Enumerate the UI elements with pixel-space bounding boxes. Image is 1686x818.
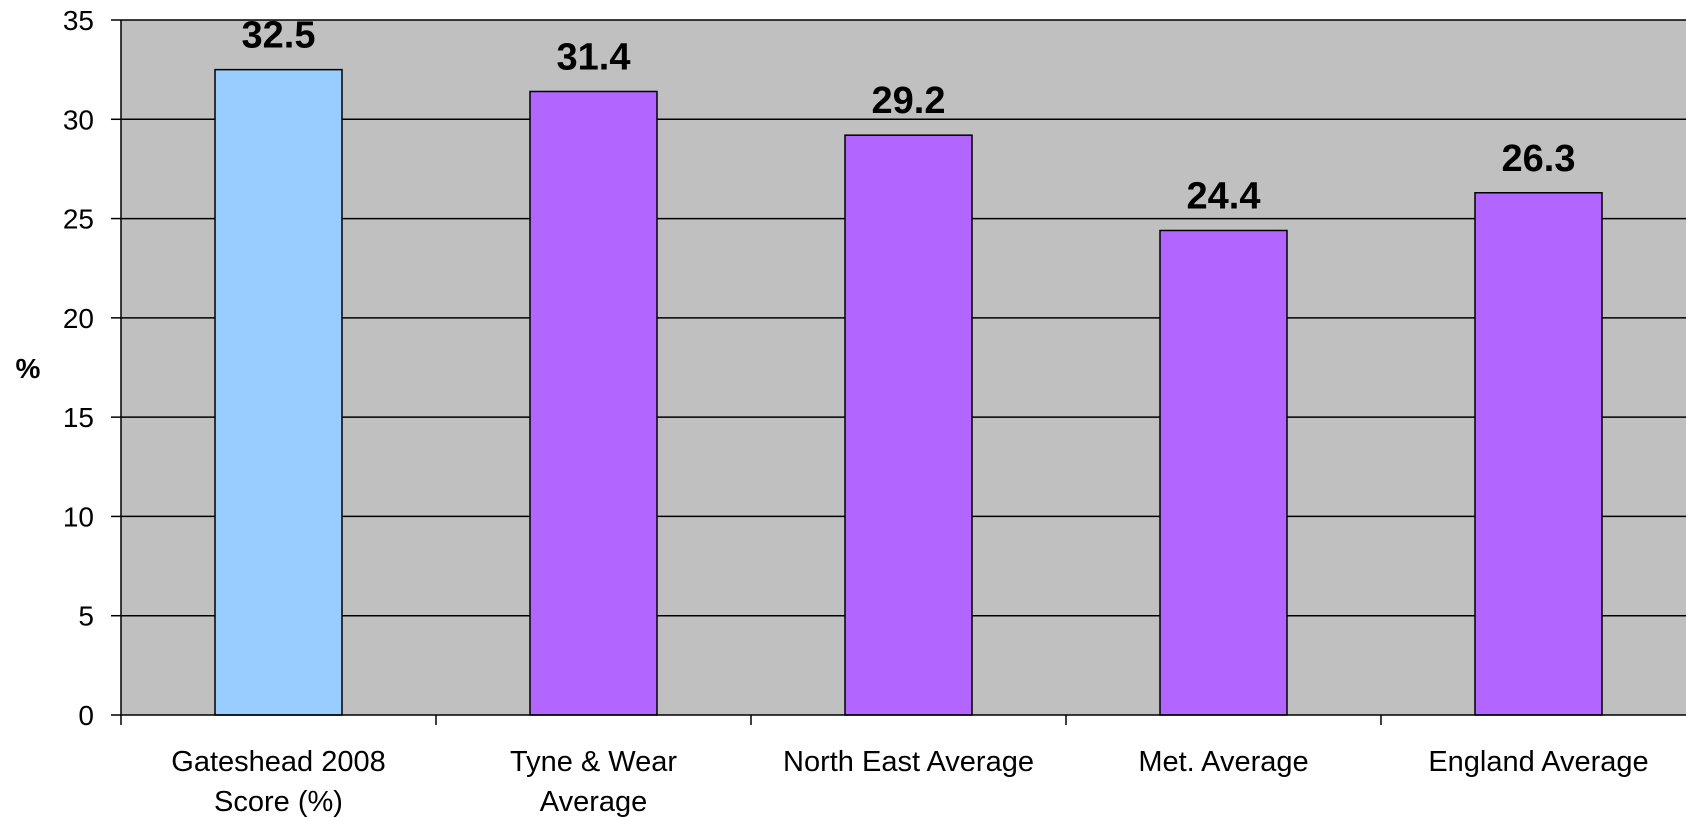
bar (844, 134, 973, 716)
axes (111, 19, 1686, 725)
x-category-label: North East Average (783, 746, 1034, 778)
y-tick-label: 15 (63, 402, 94, 433)
y-tick-label: 5 (78, 601, 94, 632)
x-category-labels: Gateshead 2008 Score (%) Tyne & Wear Averag… (171, 746, 1648, 818)
x-category-label: England Average (1428, 746, 1648, 778)
y-tick-label: 30 (63, 104, 94, 135)
data-label: 26.3 (1502, 138, 1576, 180)
bar (214, 68, 343, 716)
x-category-label: Gateshead 2008 Score (%) (171, 746, 385, 818)
data-label: 29.2 (872, 80, 946, 122)
x-category-label: Tyne & Wear Average (510, 746, 677, 818)
data-label: 31.4 (557, 36, 631, 78)
data-labels: 32.5 31.4 29.2 24.4 26.3 (242, 15, 1576, 218)
y-tick-labels: 0 5 10 15 20 25 30 35 (63, 5, 94, 731)
y-tick-label: 10 (63, 501, 94, 532)
data-label: 24.4 (1187, 175, 1261, 217)
y-axis-title: % (16, 353, 41, 384)
bar (1159, 229, 1288, 716)
x-category-label: Met. Average (1138, 746, 1308, 778)
bar (529, 90, 658, 716)
y-tick-label: 35 (63, 5, 94, 36)
y-tick-label: 0 (78, 700, 94, 731)
y-tick-label: 20 (63, 303, 94, 334)
bar (1474, 192, 1603, 716)
data-label: 32.5 (242, 15, 316, 57)
y-tick-label: 25 (63, 204, 94, 235)
